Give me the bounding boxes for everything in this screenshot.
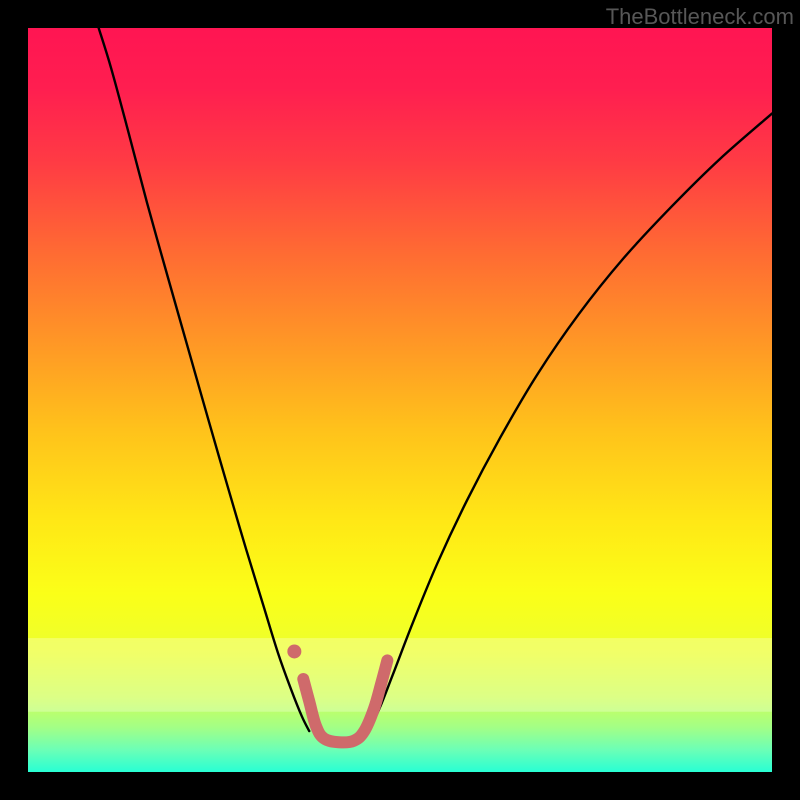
frost-band — [28, 638, 772, 712]
chart-container: TheBottleneck.com — [0, 0, 800, 800]
watermark-text: TheBottleneck.com — [606, 4, 794, 30]
bottleneck-plot — [0, 0, 800, 800]
notch-marker-dot — [287, 644, 301, 658]
